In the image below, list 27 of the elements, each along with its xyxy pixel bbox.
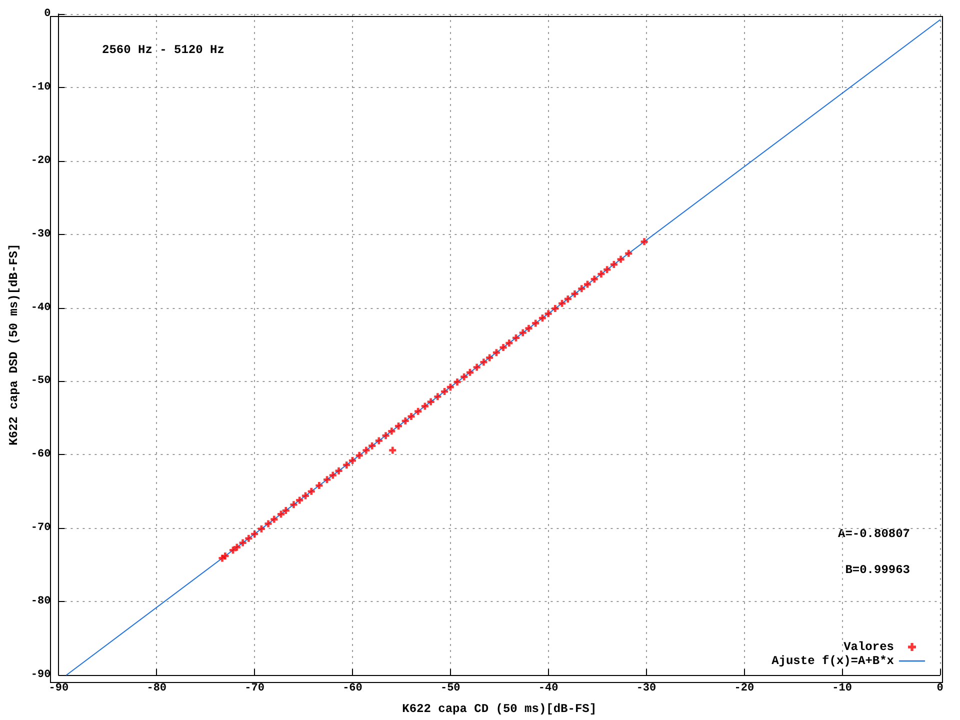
y-tick-label: -90 (30, 669, 51, 681)
x-tick-label: -70 (244, 682, 264, 694)
y-tick-label: -60 (30, 448, 51, 461)
x-tick-label: -20 (734, 682, 754, 694)
y-tick-label: -40 (30, 302, 51, 314)
x-tick-label: -30 (636, 682, 656, 694)
y-tick-label: -30 (30, 228, 51, 240)
y-axis-title: K622 capa DSD (50 ms)[dB-FS] (7, 244, 21, 446)
legend-label: Ajuste f(x)=A+B*x (772, 654, 894, 668)
y-tick-label: -10 (30, 81, 51, 94)
legend-label: Valores (844, 640, 894, 654)
y-tick-label: -80 (30, 596, 51, 608)
x-tick-label: -50 (440, 682, 460, 694)
y-tick-label: -70 (30, 522, 51, 534)
annotation: A=-0.80807 (838, 527, 910, 541)
x-tick-label: -90 (48, 682, 69, 694)
annotation: 2560 Hz - 5120 Hz (102, 43, 224, 57)
annotation: B=0.99963 (845, 563, 910, 577)
x-tick-label: -60 (342, 682, 362, 694)
y-tick-label: -50 (30, 375, 51, 388)
x-tick-label: -80 (146, 682, 167, 694)
y-tick-label: -20 (30, 154, 51, 167)
x-tick-label: -10 (832, 682, 852, 694)
x-tick-label: -40 (538, 682, 558, 694)
y-tick-label: 0 (44, 8, 51, 20)
x-tick-label: 0 (936, 682, 944, 694)
x-axis-title: K622 capa CD (50 ms)[dB-FS] (402, 702, 597, 716)
